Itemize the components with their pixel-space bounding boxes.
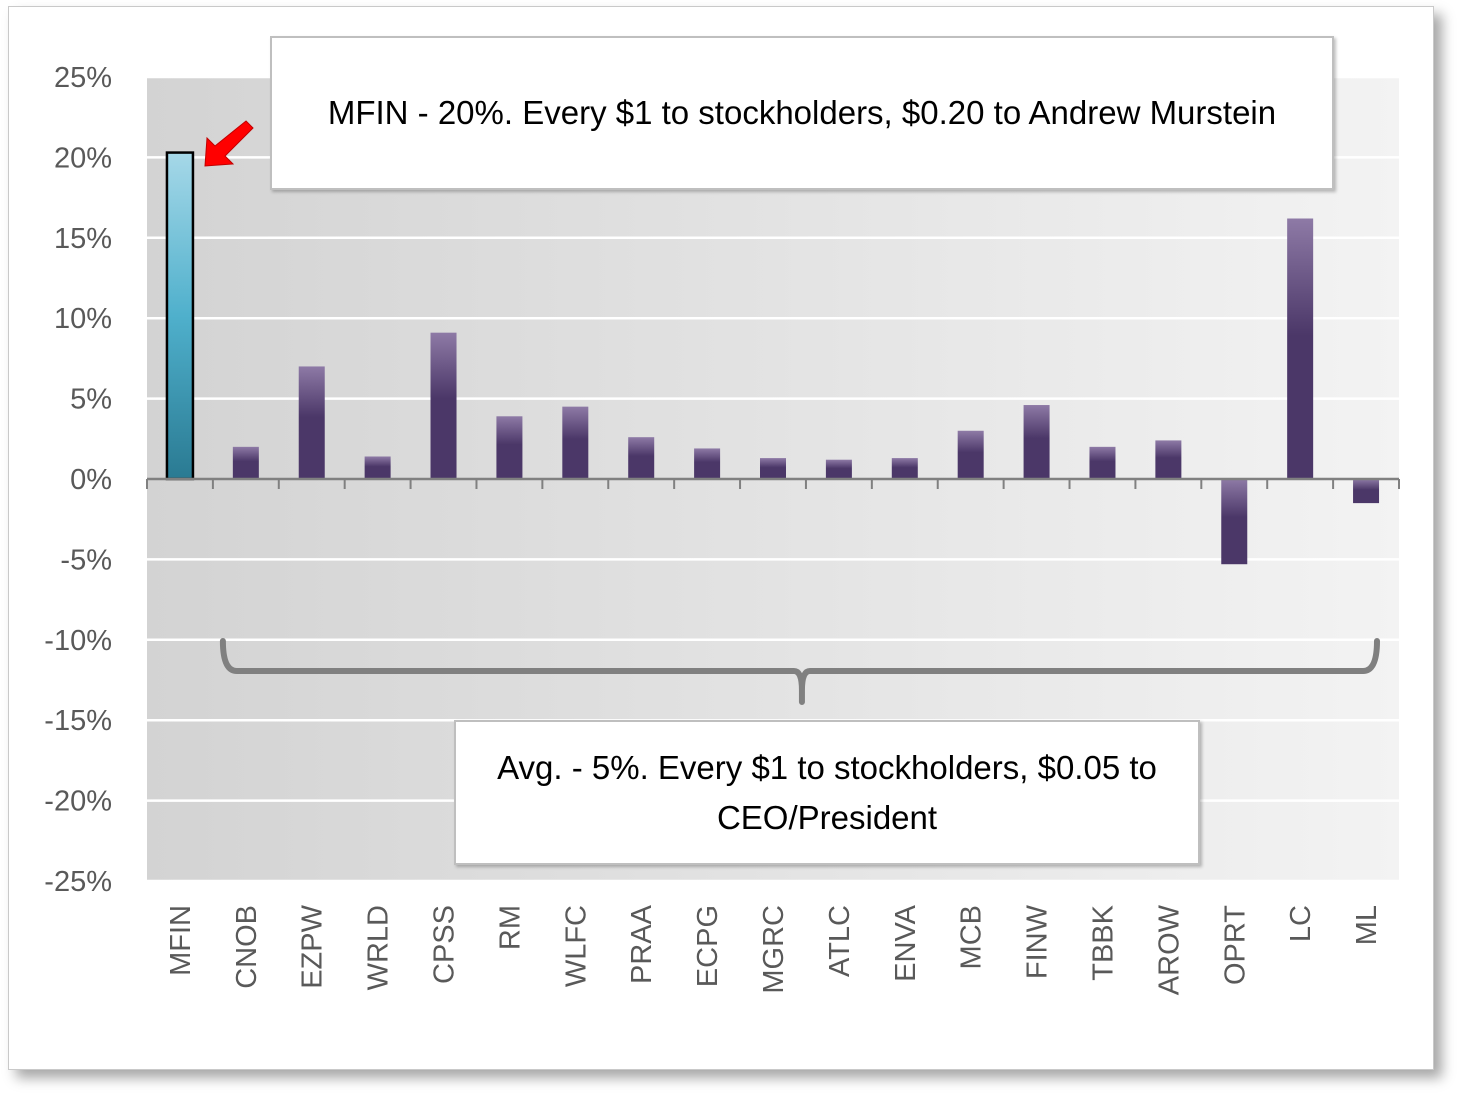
x-category-label: LC xyxy=(1285,905,1317,942)
y-tick-label: -10% xyxy=(44,625,112,657)
mfin-callout: MFIN - 20%. Every $1 to stockholders, $0… xyxy=(270,36,1334,190)
bar-cnob xyxy=(232,446,259,479)
axes xyxy=(146,477,1400,489)
x-category-label: FINW xyxy=(1022,904,1054,979)
bar-enva xyxy=(891,458,918,479)
x-category-label: ATLC xyxy=(824,905,856,977)
x-category-label: AROW xyxy=(1153,904,1185,995)
bar-mgrc xyxy=(760,458,786,479)
bars xyxy=(165,151,1380,565)
y-tick-label: 10% xyxy=(54,303,112,335)
y-tick-label: -15% xyxy=(44,705,112,737)
x-category-label: MGRC xyxy=(758,905,790,994)
bar-arow xyxy=(1155,440,1182,479)
x-category-label: ENVA xyxy=(890,904,922,981)
bar-atlc xyxy=(825,459,852,479)
y-tick-label: -5% xyxy=(60,544,112,576)
annotations-decor xyxy=(204,120,1380,705)
x-category-label: CNOB xyxy=(231,905,263,989)
bar-oprt xyxy=(1221,479,1248,565)
x-category-label: WLFC xyxy=(560,905,592,987)
y-tick-label: 15% xyxy=(54,223,112,255)
bar-praa xyxy=(628,437,655,479)
mfin-callout-text: MFIN - 20%. Every $1 to stockholders, $0… xyxy=(327,94,1277,131)
x-category-label: WRLD xyxy=(363,905,395,990)
average-callout-text: Avg. - 5%. Every $1 to stockholders, $0.… xyxy=(497,748,1157,836)
y-tick-label: 25% xyxy=(54,62,112,94)
x-category-label: PRAA xyxy=(626,904,658,984)
curly-brace-icon xyxy=(219,638,1380,705)
x-category-label: MFIN xyxy=(165,905,197,976)
y-tick-label: -20% xyxy=(44,786,112,818)
bar-mfin xyxy=(165,151,195,481)
bar-rm xyxy=(496,416,523,479)
x-category-label: ECPG xyxy=(692,905,724,987)
x-category-label: CPSS xyxy=(429,905,461,984)
bar-wlfc xyxy=(562,406,589,479)
x-category-label: MCB xyxy=(956,905,988,969)
bar-ecpg xyxy=(694,448,721,479)
average-callout: Avg. - 5%. Every $1 to stockholders, $0.… xyxy=(454,720,1200,865)
bar-ezpw xyxy=(298,366,325,479)
x-category-label: TBBK xyxy=(1087,904,1119,980)
bar-lc xyxy=(1287,218,1314,479)
x-category-label: EZPW xyxy=(297,904,329,988)
gridlines xyxy=(147,75,1399,883)
y-tick-label: 20% xyxy=(54,142,112,174)
bar-tbbk xyxy=(1089,446,1116,479)
x-category-label: ML xyxy=(1351,905,1383,945)
y-axis-tick-labels: 25% 20% 15% 10% 5% 0% -5% -10% -15% -20% -25% xyxy=(44,62,112,898)
bar-mcb xyxy=(957,430,984,479)
bar-finw xyxy=(1023,405,1050,479)
y-tick-label: 0% xyxy=(70,464,112,496)
bar-wrld xyxy=(364,456,391,479)
x-category-label: OPRT xyxy=(1219,905,1251,985)
x-category-label: RM xyxy=(494,905,526,950)
bar-ml xyxy=(1353,479,1380,504)
y-tick-label: -25% xyxy=(44,866,112,898)
x-axis-category-labels: MFIN CNOB EZPW WRLD CPSS RM WLFC PRAA ECPG MGRC AT… xyxy=(165,904,1383,995)
bar-cpss xyxy=(430,332,457,479)
y-tick-label: 5% xyxy=(70,384,112,416)
red-arrow-icon xyxy=(204,120,254,167)
